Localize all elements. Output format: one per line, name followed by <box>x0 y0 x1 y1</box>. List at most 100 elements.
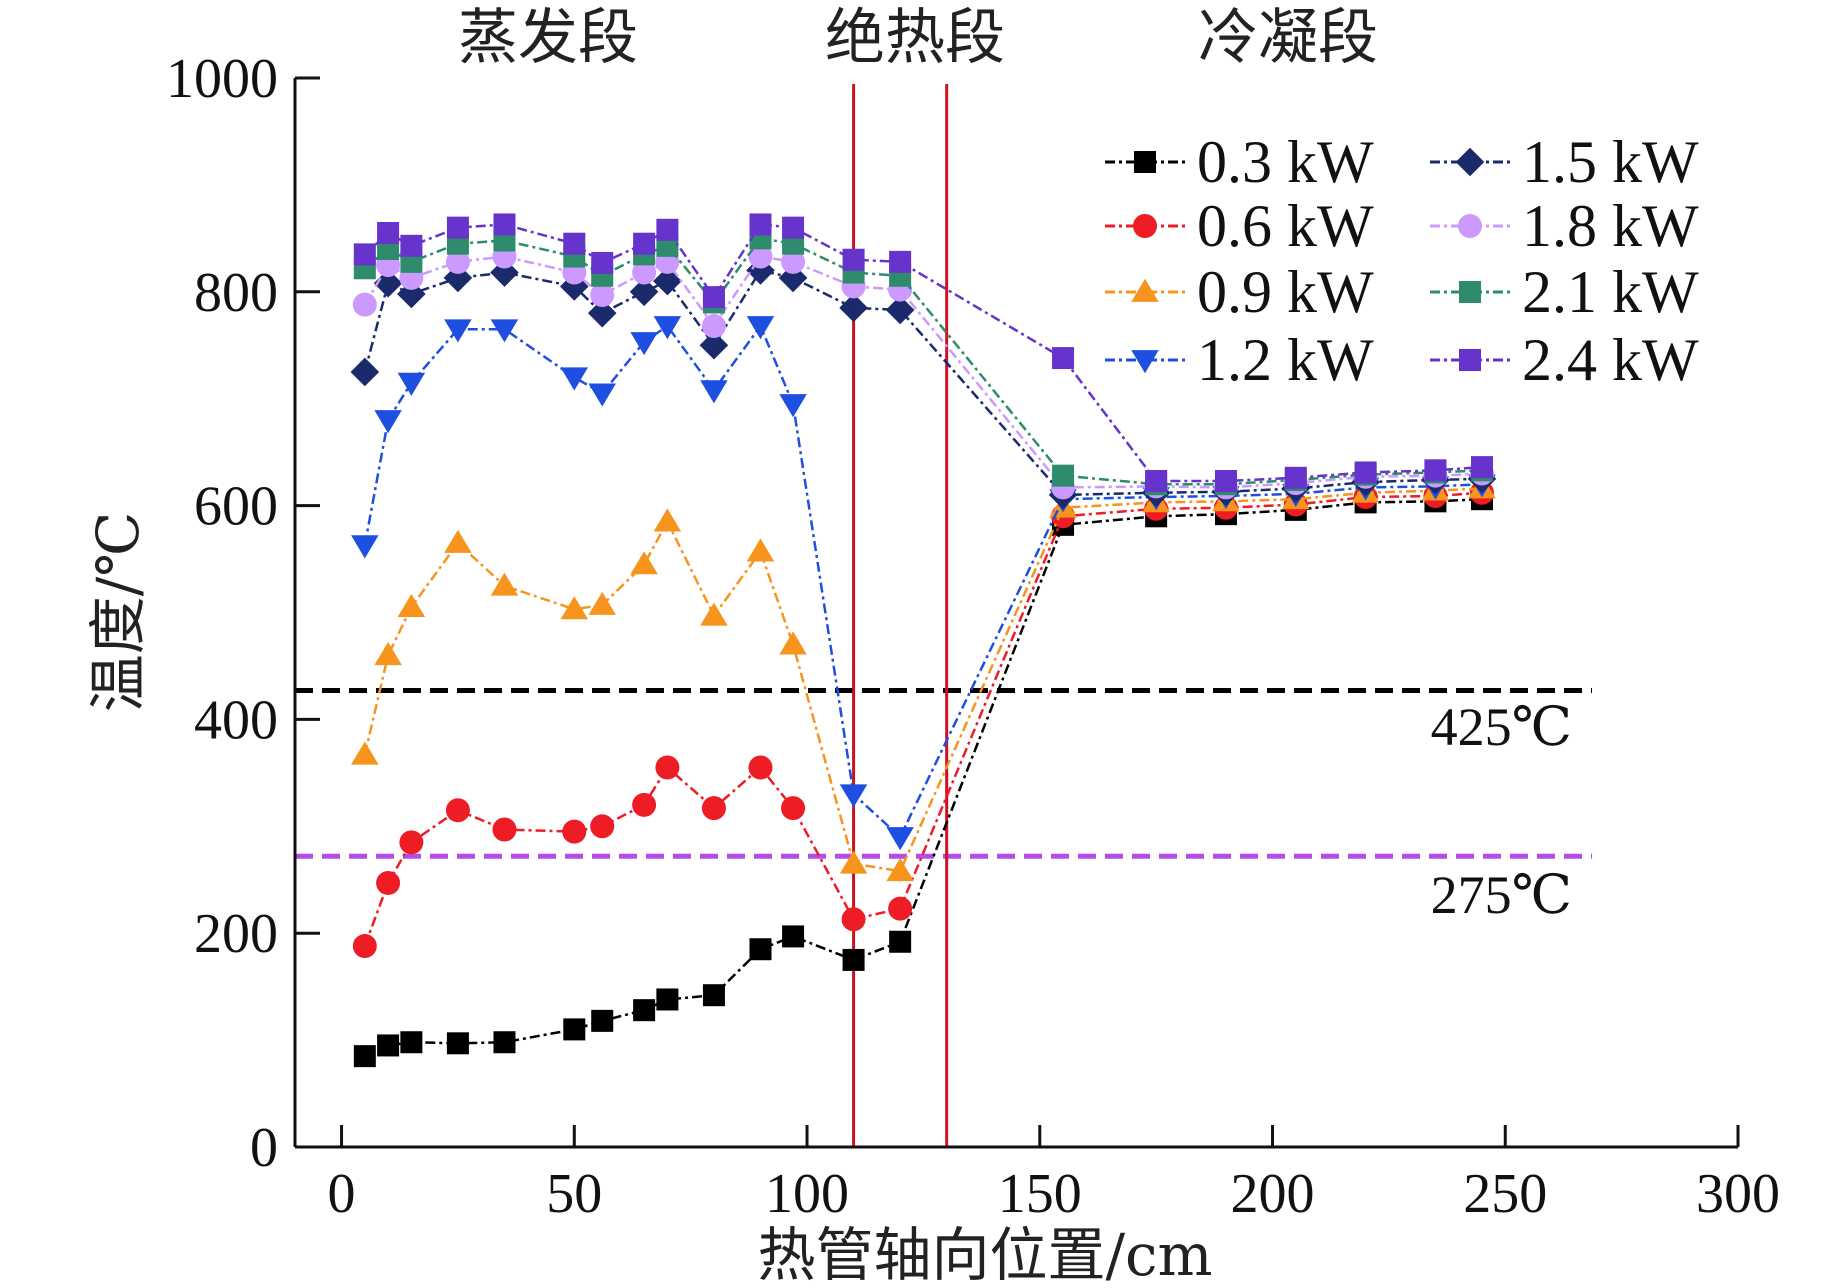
section-label: 绝热段 <box>825 3 1005 73</box>
data-point <box>1052 347 1075 370</box>
legend-entry: 2.4 kW <box>1430 327 1699 393</box>
data-point <box>748 755 773 780</box>
data-point <box>701 796 726 821</box>
x-tick-label: 50 <box>546 1163 602 1225</box>
legend-marker <box>1131 350 1159 374</box>
y-tick-label: 0 <box>250 1117 278 1179</box>
legend-entry: 1.8 kW <box>1430 193 1699 259</box>
y-tick-label: 200 <box>194 903 278 965</box>
data-point <box>560 367 589 391</box>
data-point <box>702 984 725 1007</box>
series-0-6kW <box>352 480 1494 959</box>
data-point <box>377 222 400 245</box>
data-point <box>653 266 682 296</box>
data-point <box>653 508 682 532</box>
x-tick-label: 200 <box>1231 1163 1315 1225</box>
y-tick-label: 1000 <box>166 48 278 110</box>
data-point <box>781 796 806 821</box>
data-point <box>444 319 472 343</box>
data-point <box>842 948 865 971</box>
data-point <box>782 216 805 239</box>
data-point <box>399 830 424 855</box>
reference-line-label: 275℃ <box>1431 865 1572 925</box>
data-point <box>400 1031 423 1054</box>
data-point <box>1052 464 1075 487</box>
series-line <box>363 491 1483 947</box>
x-tick-label: 300 <box>1696 1163 1780 1225</box>
y-tick-label: 400 <box>194 689 278 751</box>
legend-entry: 1.2 kW <box>1105 327 1374 393</box>
data-point <box>888 896 913 921</box>
data-point <box>1354 461 1377 484</box>
data-point <box>444 529 472 553</box>
data-point <box>1470 456 1493 479</box>
data-point <box>445 249 470 274</box>
x-tick-label: 100 <box>765 1163 849 1225</box>
data-point <box>885 295 915 325</box>
data-point <box>351 741 379 765</box>
data-point <box>655 755 680 780</box>
section-label: 蒸发段 <box>458 3 638 73</box>
legend-label: 1.5 kW <box>1522 129 1699 195</box>
data-point <box>653 316 682 340</box>
data-point <box>590 283 615 308</box>
legend-label: 1.8 kW <box>1522 193 1699 259</box>
data-point <box>749 938 772 961</box>
data-point <box>886 857 914 882</box>
data-point <box>781 249 806 274</box>
data-point <box>587 298 617 328</box>
data-point <box>841 907 866 932</box>
data-point <box>889 250 912 273</box>
data-point <box>746 316 775 340</box>
data-point <box>350 357 380 387</box>
legend-marker <box>1134 151 1156 173</box>
data-point <box>1145 470 1168 493</box>
data-point <box>588 591 616 615</box>
legend-entry: 0.6 kW <box>1105 193 1374 259</box>
series-0-9kW <box>351 475 1496 882</box>
data-point <box>700 380 728 404</box>
data-point <box>351 535 379 559</box>
data-point <box>493 213 516 236</box>
data-point <box>1214 470 1237 493</box>
legend-marker <box>1455 147 1485 177</box>
data-point <box>746 538 775 562</box>
series-1-2kW <box>351 316 1496 851</box>
data-point <box>629 277 659 307</box>
data-point <box>886 827 914 851</box>
data-point <box>446 1032 469 1055</box>
legend-entry: 1.5 kW <box>1430 129 1699 195</box>
data-point <box>779 631 807 655</box>
y-tick-label: 800 <box>194 262 278 324</box>
data-point <box>490 572 519 596</box>
data-point <box>493 1031 516 1054</box>
data-point <box>701 314 726 339</box>
legend-label: 2.4 kW <box>1522 327 1699 393</box>
data-point <box>746 256 775 285</box>
data-point <box>377 1034 400 1057</box>
data-point <box>699 330 729 360</box>
data-point <box>1424 459 1447 482</box>
data-point <box>490 258 519 287</box>
legend-entry: 0.9 kW <box>1105 259 1374 325</box>
data-point <box>591 251 614 274</box>
data-point <box>782 925 805 948</box>
x-tick-label: 0 <box>328 1163 356 1225</box>
data-point <box>1284 466 1307 489</box>
data-point <box>397 593 426 618</box>
series-line <box>363 269 1483 497</box>
data-point <box>400 234 423 257</box>
data-point <box>373 268 403 298</box>
legend-label: 2.1 kW <box>1522 259 1699 325</box>
data-point <box>376 870 401 895</box>
series-line <box>363 487 1483 873</box>
legend-marker <box>1459 349 1481 371</box>
series-line <box>364 497 1483 1058</box>
legend-marker <box>1459 281 1481 303</box>
data-point <box>590 814 615 839</box>
data-point <box>591 1009 614 1032</box>
data-point <box>632 260 657 285</box>
data-point <box>633 232 656 255</box>
x-tick-label: 250 <box>1463 1163 1547 1225</box>
axes: 0 50 100 150 200 250 300 0 200 400 600 800 1000 <box>166 48 1780 1225</box>
